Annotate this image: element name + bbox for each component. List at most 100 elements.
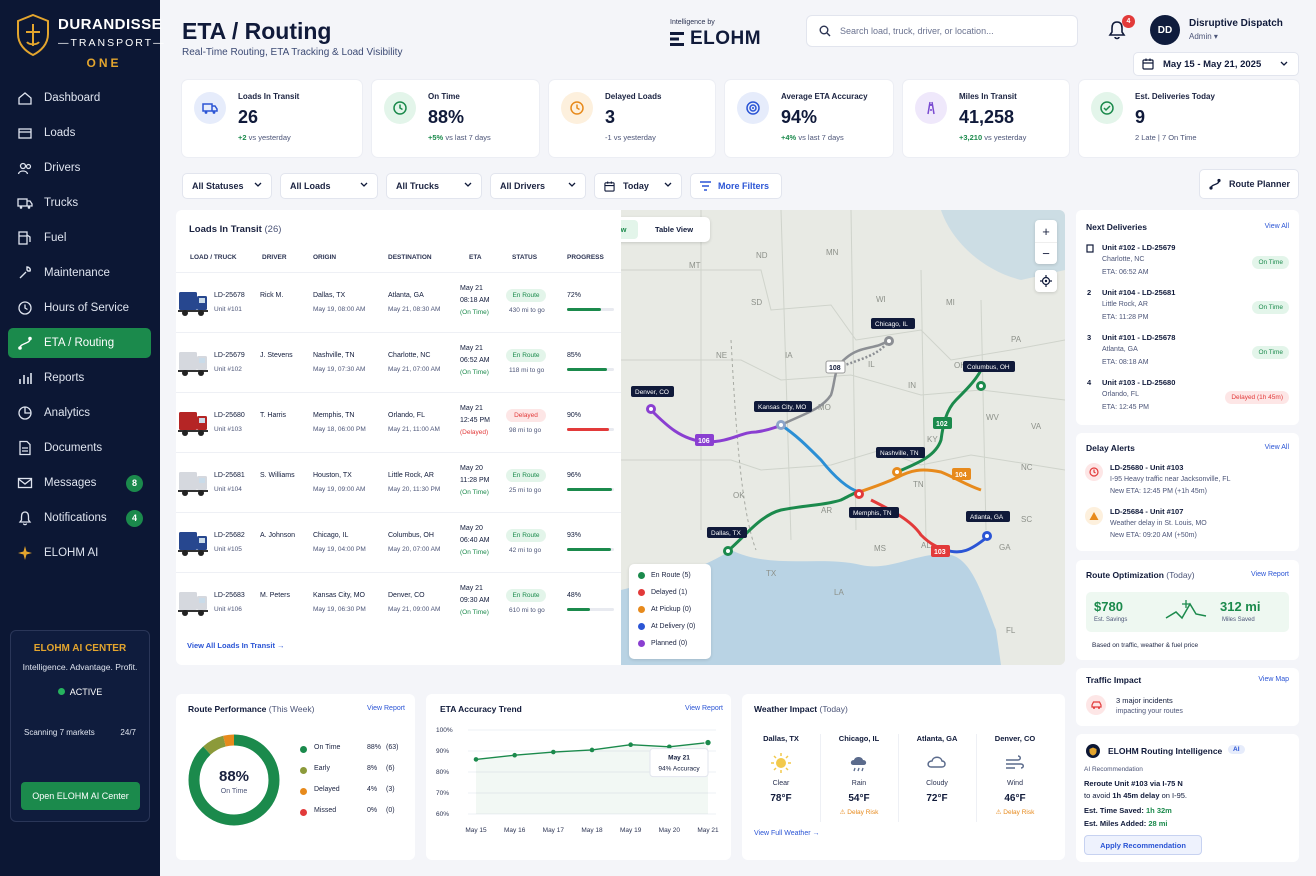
table-row[interactable]: LD-25680 Unit #103 T. Harris Memphis, TN May… (176, 392, 621, 452)
chevron-down-icon (360, 182, 368, 187)
user-role[interactable]: Admin ▾ (1189, 32, 1218, 41)
sidebar-item-eta-routing[interactable]: ETA / Routing (8, 328, 151, 358)
progress-pct: 72% (567, 292, 582, 299)
col-progress[interactable]: PROGRESS (567, 254, 604, 261)
kpi-card[interactable]: Est. Deliveries Today 9 2 Late | 7 On Time (1079, 80, 1299, 157)
sidebar-item-hours-of-service[interactable]: Hours of Service (8, 293, 151, 323)
eta-trend-view-report[interactable]: View Report (685, 705, 724, 712)
apply-recommendation-button[interactable]: Apply Recommendation (1084, 835, 1202, 855)
progress-pct: 90% (567, 412, 582, 419)
sidebar-item-analytics[interactable]: Analytics (8, 398, 151, 428)
next-deliveries-view-all[interactable]: View All (1264, 223, 1289, 230)
delivery-item[interactable]: 2 Unit #104 - LD-25681 Little Rock, AR ETA:… (1076, 287, 1299, 329)
y-tick-label: 100% (436, 727, 453, 734)
col-destination[interactable]: DESTINATION (388, 254, 432, 261)
notifications-bell-icon[interactable] (1108, 20, 1126, 40)
sidebar-item-dashboard[interactable]: Dashboard (8, 83, 151, 113)
load-id[interactable]: LD-25680 (214, 412, 245, 419)
tab-table-view[interactable]: Table View (654, 225, 694, 234)
load-id[interactable]: LD-25678 (214, 292, 245, 299)
date-range-picker[interactable]: May 15 - May 21, 2025 (1133, 52, 1299, 76)
tab-map-view[interactable]: Map View (621, 220, 638, 239)
open-ai-center-button[interactable]: Open ELOHM AI Center (21, 782, 140, 810)
delivery-item[interactable]: 3 Unit #101 - LD-25678 Atlanta, GA ETA: 08:… (1076, 332, 1299, 374)
filter-date[interactable]: Today (594, 173, 682, 199)
kpi-value: 9 (1135, 107, 1146, 127)
sidebar-item-elohm-ai[interactable]: ELOHM AI (8, 538, 151, 568)
sidebar-item-messages[interactable]: Messages 8 (8, 468, 151, 498)
map-pin-icon (976, 381, 986, 391)
delivery-eta: ETA: 06:52 AM (1102, 269, 1149, 276)
locate-icon[interactable] (1035, 270, 1057, 292)
delay-alert-item[interactable]: LD-25684 - Unit #107 Weather delay in St.… (1076, 505, 1299, 545)
route-opt-view-report[interactable]: View Report (1250, 571, 1289, 578)
sidebar-item-label: Drivers (44, 162, 81, 174)
kpi-card[interactable]: Average ETA Accuracy 94% +4% vs last 7 day… (725, 80, 893, 157)
filter-trucks[interactable]: All Trucks (386, 173, 482, 199)
sidebar-item-trucks[interactable]: Trucks (8, 188, 151, 218)
filter-drivers[interactable]: All Drivers (490, 173, 586, 199)
company-logo[interactable] (16, 14, 50, 56)
search-input[interactable]: Search load, truck, driver, or location.… (806, 15, 1078, 47)
y-tick-label: 90% (436, 748, 449, 755)
delay-alerts-view-all[interactable]: View All (1264, 444, 1289, 451)
table-row[interactable]: LD-25683 Unit #106 M. Peters Kansas City, M… (176, 572, 621, 632)
delivery-item[interactable]: 4 Unit #103 - LD-25680 Orlando, FL ETA: 12:… (1076, 377, 1299, 419)
kpi-delta: -1 vs yesterday (605, 133, 656, 142)
kpi-delta: +2 vs yesterday (238, 133, 291, 142)
sidebar-item-maintenance[interactable]: Maintenance (8, 258, 151, 288)
route-planner-button[interactable]: Route Planner (1199, 169, 1299, 199)
more-filters-button[interactable]: More Filters (690, 173, 782, 199)
delay-alert-item[interactable]: LD-25680 - Unit #103 I-95 Heavy traffic n… (1076, 461, 1299, 501)
filter-statuses[interactable]: All Statuses (182, 173, 272, 199)
delivery-rank: 3 (1087, 333, 1092, 342)
col-status[interactable]: STATUS (512, 254, 538, 261)
bell-count-badge: 4 (1122, 15, 1135, 28)
calendar-icon (1142, 58, 1154, 70)
sidebar-item-loads[interactable]: Loads (8, 118, 151, 148)
avatar[interactable]: DD (1150, 15, 1180, 45)
traffic-view-map[interactable]: View Map (1258, 676, 1289, 683)
view-all-loads-link[interactable]: View All Loads In Transit → (187, 641, 285, 650)
view-full-weather-link[interactable]: View Full Weather → (754, 830, 820, 837)
sidebar-item-notifications[interactable]: Notifications 4 (8, 503, 151, 533)
load-id[interactable]: LD-25683 (214, 592, 245, 599)
sidebar-item-drivers[interactable]: Drivers (8, 153, 151, 183)
load-id[interactable]: LD-25682 (214, 532, 245, 539)
city-label: Nashville, TN (880, 450, 919, 457)
filter-loads[interactable]: All Loads (280, 173, 378, 199)
kpi-card[interactable]: Delayed Loads 3 -1 vs yesterday (549, 80, 715, 157)
routing-map[interactable]: MT ND MN WI SD MI NE IA IL IN OH PA KS M… (621, 210, 1065, 665)
col-driver[interactable]: DRIVER (262, 254, 287, 261)
status-badge: En Route (506, 589, 546, 602)
table-row[interactable]: LD-25682 Unit #105 A. Johnson Chicago, IL Ma… (176, 512, 621, 572)
delivery-item[interactable]: Unit #102 - LD-25679 Charlotte, NC ETA: 06… (1076, 242, 1299, 284)
state-label: VA (1031, 422, 1042, 431)
perf-count: (63) (386, 744, 399, 751)
route-perf-donut (188, 734, 280, 826)
col-eta[interactable]: ETA (469, 254, 482, 261)
state-label: MS (874, 544, 886, 553)
col-load-truck[interactable]: LOAD / TRUCK (190, 254, 237, 261)
load-id[interactable]: LD-25681 (214, 472, 245, 479)
load-id[interactable]: LD-25679 (214, 352, 245, 359)
route-perf-view-report[interactable]: View Report (367, 705, 406, 712)
zoom-out-icon[interactable]: − (1035, 242, 1057, 264)
sidebar-item-fuel[interactable]: Fuel (8, 223, 151, 253)
kpi-card[interactable]: Loads In Transit 26 +2 vs yesterday (182, 80, 362, 157)
table-row[interactable]: LD-25681 Unit #104 S. Williams Houston, TX M… (176, 452, 621, 512)
legend-item: Planned (0) (638, 640, 687, 647)
map-canvas[interactable]: MT ND MN WI SD MI NE IA IL IN OH PA KS M… (621, 210, 1065, 665)
sidebar-item-documents[interactable]: Documents (8, 433, 151, 463)
filter-icon (700, 181, 711, 191)
user-name[interactable]: Disruptive Dispatch (1189, 18, 1283, 29)
col-origin[interactable]: ORIGIN (313, 254, 337, 261)
sidebar-item-reports[interactable]: Reports (8, 363, 151, 393)
table-row[interactable]: LD-25678 Unit #101 Rick M. Dallas, TX May 19… (176, 272, 621, 332)
table-row[interactable]: LD-25679 Unit #102 J. Stevens Nashville, TN… (176, 332, 621, 392)
zoom-in-icon[interactable]: + (1042, 223, 1050, 239)
kpi-card[interactable]: On Time 88% +5% vs last 7 days (372, 80, 539, 157)
rain-icon (847, 751, 871, 775)
route-opt-summary: $780 Est. Savings 312 mi Miles Saved (1086, 592, 1289, 632)
kpi-card[interactable]: Miles In Transit 41,258 +3,210 vs yesterda… (903, 80, 1069, 157)
